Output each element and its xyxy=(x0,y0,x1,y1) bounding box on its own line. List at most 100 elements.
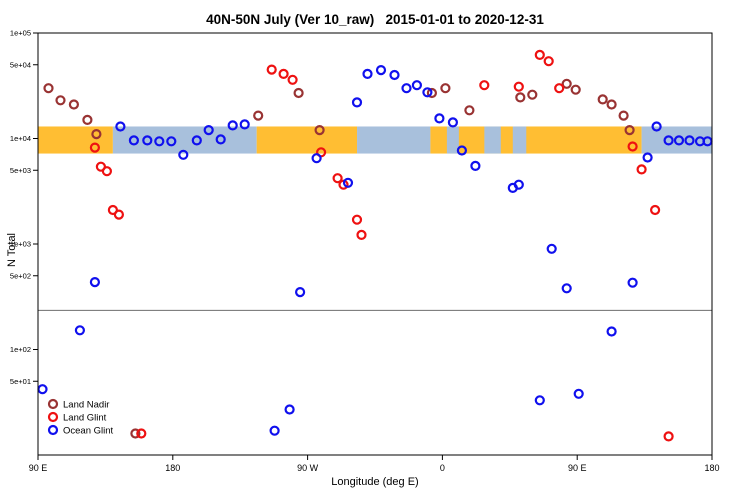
data-point-ocean-glint xyxy=(115,121,126,132)
data-point-ocean-glint xyxy=(89,277,101,288)
map-band-ocean-segment xyxy=(512,126,527,154)
data-point-land-glint xyxy=(534,49,545,61)
data-point-land-nadir xyxy=(618,110,629,121)
data-point-land-glint xyxy=(136,428,147,439)
y-tick-label: 1e+05 xyxy=(10,29,31,38)
data-point-ocean-glint xyxy=(351,97,363,108)
data-point-ocean-glint xyxy=(203,125,214,136)
data-point-ocean-glint xyxy=(142,135,153,146)
data-point-ocean-glint xyxy=(401,83,412,94)
legend-label: Land Nadir xyxy=(63,400,109,411)
data-point-ocean-glint xyxy=(215,134,226,145)
data-point-ocean-glint xyxy=(651,121,662,132)
data-point-ocean-glint xyxy=(606,326,617,337)
y-tick-label: 1e+04 xyxy=(10,134,31,143)
data-point-ocean-glint xyxy=(546,243,557,254)
x-tick-label: 90 W xyxy=(297,463,319,473)
data-point-ocean-glint xyxy=(166,136,177,147)
data-point-ocean-glint xyxy=(642,152,653,163)
data-point-ocean-glint xyxy=(573,388,584,399)
data-point-ocean-glint xyxy=(456,145,467,156)
legend-label: Ocean Glint xyxy=(63,426,114,437)
x-tick-label: 0 xyxy=(440,463,445,473)
data-point-land-nadir xyxy=(597,94,608,105)
data-point-land-glint xyxy=(101,166,113,177)
data-point-land-nadir xyxy=(440,83,451,94)
chart-title: 40N-50N July (Ver 10_raw) 2015-01-01 to … xyxy=(206,12,544,27)
data-point-land-nadir xyxy=(293,87,304,99)
y-tick-label: 5e+02 xyxy=(10,271,31,280)
data-point-land-nadir xyxy=(82,114,93,126)
data-point-ocean-glint xyxy=(128,135,139,146)
data-point-ocean-glint xyxy=(362,68,373,80)
data-point-land-glint xyxy=(627,141,638,152)
map-band-land-segment xyxy=(430,126,642,154)
map-band-land-segment xyxy=(256,126,358,154)
map-band-land-segment xyxy=(38,126,113,154)
y-tick-label: 5e+04 xyxy=(10,60,31,69)
data-point-land-glint xyxy=(287,74,298,85)
legend-marker xyxy=(47,424,59,436)
data-point-land-nadir xyxy=(527,89,538,100)
data-point-land-nadir xyxy=(68,99,80,110)
x-tick-label: 180 xyxy=(165,463,180,473)
data-point-land-nadir xyxy=(561,78,572,89)
data-point-ocean-glint xyxy=(663,135,674,146)
x-tick-label: 90 E xyxy=(568,463,587,473)
data-point-ocean-glint xyxy=(239,119,250,130)
map-band-ocean-segment xyxy=(484,126,501,154)
data-point-ocean-glint xyxy=(434,113,445,124)
data-point-ocean-glint xyxy=(561,283,572,294)
data-point-ocean-glint xyxy=(627,277,638,288)
data-point-ocean-glint xyxy=(154,136,165,147)
data-point-land-glint xyxy=(636,164,647,175)
legend-marker xyxy=(47,398,59,410)
y-tick-label: 5e+03 xyxy=(10,166,31,175)
data-point-ocean-glint xyxy=(513,179,524,190)
data-point-land-nadir xyxy=(130,428,141,439)
data-point-land-nadir xyxy=(43,83,54,94)
data-point-ocean-glint xyxy=(269,425,280,436)
data-point-land-glint xyxy=(278,68,289,80)
x-axis-title: Longitude (deg E) xyxy=(331,476,419,488)
data-point-land-glint xyxy=(543,56,554,67)
data-point-ocean-glint xyxy=(389,69,400,81)
data-point-land-nadir xyxy=(515,92,526,103)
data-point-land-glint xyxy=(649,204,661,216)
data-point-ocean-glint xyxy=(673,135,685,146)
data-point-ocean-glint xyxy=(447,117,458,128)
data-point-ocean-glint xyxy=(227,120,238,131)
data-point-ocean-glint xyxy=(684,135,695,146)
data-point-ocean-glint xyxy=(534,395,545,406)
data-point-ocean-glint xyxy=(470,160,481,171)
legend-marker xyxy=(47,411,59,423)
legend-label: Land Glint xyxy=(63,413,107,424)
data-point-land-nadir xyxy=(91,129,102,140)
data-point-land-nadir xyxy=(314,125,325,136)
data-point-land-glint xyxy=(479,80,490,91)
data-point-land-nadir xyxy=(570,84,581,95)
data-point-land-glint xyxy=(266,64,277,75)
data-point-land-glint xyxy=(663,431,674,442)
map-band-ocean-segment xyxy=(641,126,712,154)
data-point-ocean-glint xyxy=(191,135,202,146)
data-point-land-glint xyxy=(351,214,363,225)
data-point-ocean-glint xyxy=(422,87,433,98)
data-point-land-nadir xyxy=(253,110,264,121)
data-point-land-nadir xyxy=(55,95,66,106)
data-point-land-glint xyxy=(554,83,565,94)
y-tick-label: 1e+02 xyxy=(10,345,31,354)
data-point-land-glint xyxy=(113,209,125,220)
y-tick-label: 1e+03 xyxy=(10,240,31,249)
data-point-land-glint xyxy=(356,229,367,240)
data-point-ocean-glint xyxy=(411,80,422,91)
data-point-ocean-glint xyxy=(178,149,189,160)
x-tick-label: 180 xyxy=(704,463,719,473)
data-point-ocean-glint xyxy=(37,384,48,395)
data-point-ocean-glint xyxy=(284,404,295,415)
data-point-land-nadir xyxy=(606,99,617,110)
data-point-land-glint xyxy=(89,142,101,153)
map-band-ocean-segment xyxy=(357,126,431,154)
